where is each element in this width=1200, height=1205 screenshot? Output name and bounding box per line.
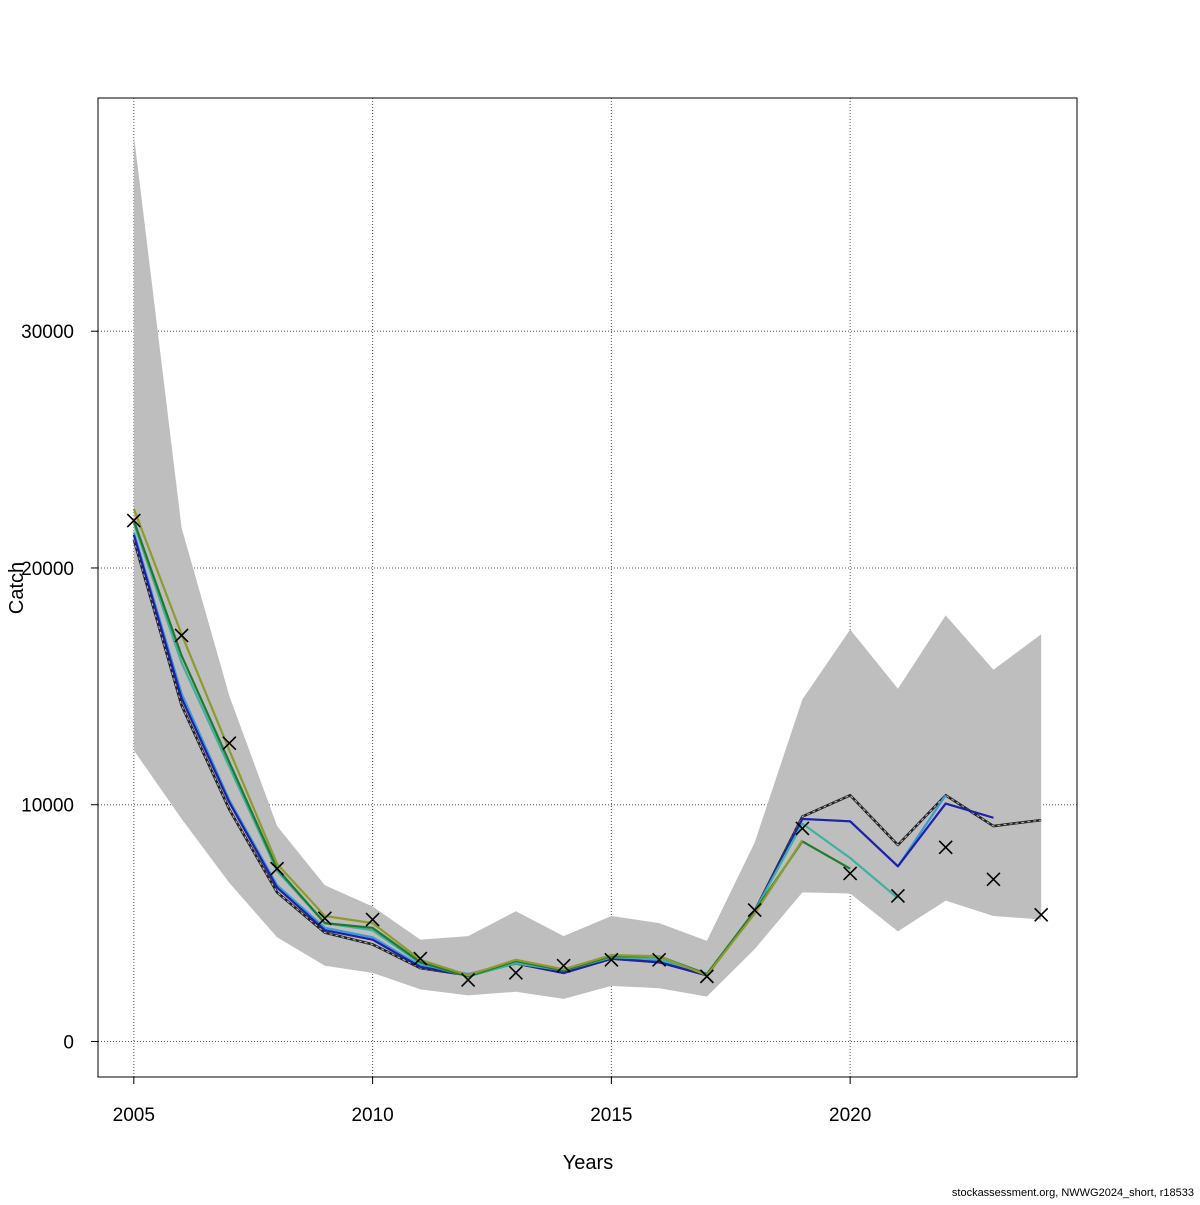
y-tick-label-1: 10000	[21, 796, 74, 817]
observed-point-12	[699, 969, 714, 984]
observed-point-5	[365, 912, 380, 927]
observed-point-8	[508, 965, 523, 980]
observed-point-7	[461, 972, 476, 987]
x-tick-label-0: 2005	[113, 1105, 155, 1126]
series-line-2	[132, 534, 994, 977]
y-axis-title: Catch	[6, 562, 28, 614]
observed-point-11	[652, 952, 667, 967]
y-tick-label-2: 20000	[21, 559, 74, 580]
observed-markers-layer	[126, 513, 1049, 987]
confidence-band-layer	[133, 134, 1042, 999]
observed-point-18	[986, 872, 1001, 887]
observed-point-2	[222, 736, 237, 751]
footer-credit: stockassessment.org, NWWG2024_short, r18…	[952, 1187, 1194, 1199]
series-line-5	[132, 508, 804, 977]
observed-point-13	[747, 903, 762, 918]
observed-point-1	[174, 628, 189, 643]
x-tick-label-2: 2015	[590, 1105, 632, 1126]
plot-frame	[97, 97, 1078, 1078]
observed-point-3	[270, 861, 285, 876]
x-tick-label-3: 2020	[829, 1105, 871, 1126]
observed-point-17	[938, 840, 953, 855]
observed-point-15	[843, 866, 858, 881]
series-line-3	[132, 522, 899, 978]
series-layer	[132, 508, 1042, 978]
confidence-band	[133, 134, 1042, 999]
observed-point-10	[604, 952, 619, 967]
observed-point-19	[1034, 907, 1049, 922]
axis-ticks: 2005 2010 2015 2020 0 10000 20000 30000	[21, 322, 871, 1126]
y-tick-label-0: 0	[63, 1032, 74, 1053]
observed-point-6	[413, 951, 428, 966]
y-tick-label-3: 30000	[21, 322, 74, 343]
observed-point-9	[556, 958, 571, 973]
observed-point-0	[126, 513, 141, 528]
x-tick-label-1: 2010	[351, 1105, 393, 1126]
series-line-0-dash	[133, 539, 1042, 976]
observed-point-4	[317, 911, 332, 926]
x-axis-title: Years	[563, 1152, 613, 1174]
observed-point-14	[795, 821, 810, 836]
observed-point-16	[890, 888, 905, 903]
